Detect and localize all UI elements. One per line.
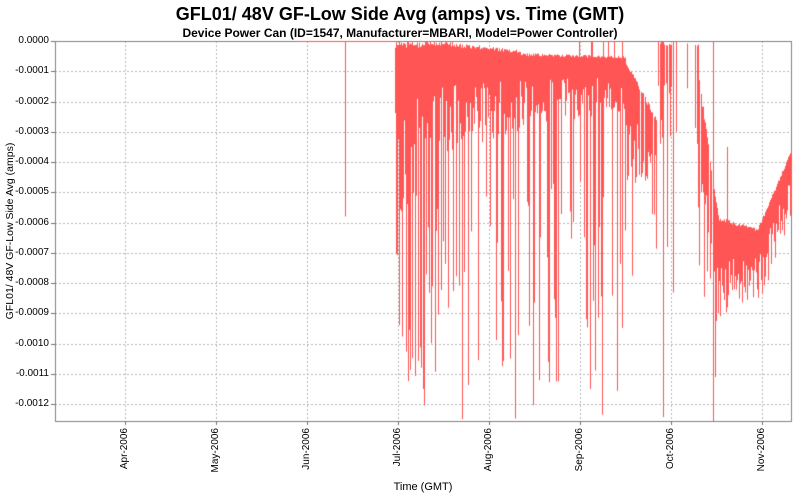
x-tick-label: Nov-2006	[756, 428, 767, 472]
y-tick-label: 0.0000	[18, 35, 49, 46]
x-tick-label: Sep-2006	[574, 428, 585, 472]
y-tick-label: -0.0004	[15, 156, 49, 168]
y-tick-label: -0.0002	[15, 95, 49, 107]
y-axis-title: GFL01/ 48V GF-Low Side Avg (amps)	[4, 142, 16, 320]
x-axis-title: Time (GMT)	[393, 481, 453, 493]
y-tick-label: -0.0005	[15, 186, 49, 198]
y-tick-label: -0.0001	[15, 65, 49, 77]
y-tick-label: -0.0006	[15, 216, 49, 228]
x-tick-label: May-2006	[210, 428, 221, 473]
y-tick-label: -0.0008	[15, 277, 49, 289]
x-tick-label: Aug-2006	[483, 428, 494, 472]
chart-title: GFL01/ 48V GF-Low Side Avg (amps) vs. Ti…	[175, 4, 625, 24]
y-tick-label: -0.0010	[15, 337, 49, 349]
x-tick-label: Jul-2006	[392, 428, 403, 467]
x-tick-label: Jun-2006	[301, 428, 312, 470]
x-tick-label: Oct-2006	[665, 428, 676, 470]
y-tick-label: -0.0009	[15, 307, 49, 319]
x-tick-label: Apr-2006	[119, 428, 130, 470]
y-tick-label: -0.0012	[15, 398, 49, 410]
y-tick-label: -0.0007	[15, 246, 49, 258]
y-tick-label: -0.0003	[15, 125, 49, 137]
chart-subtitle: Device Power Can (ID=1547, Manufacturer=…	[182, 26, 618, 40]
y-tick-label: -0.0011	[15, 367, 49, 379]
